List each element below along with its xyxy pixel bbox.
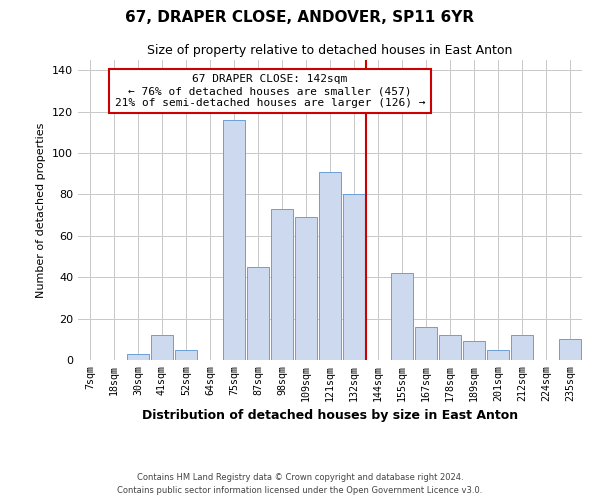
- Text: Contains HM Land Registry data © Crown copyright and database right 2024.
Contai: Contains HM Land Registry data © Crown c…: [118, 474, 482, 495]
- Bar: [247, 267, 269, 360]
- Text: 67 DRAPER CLOSE: 142sqm
← 76% of detached houses are smaller (457)
21% of semi-d: 67 DRAPER CLOSE: 142sqm ← 76% of detache…: [115, 74, 425, 108]
- Title: Size of property relative to detached houses in East Anton: Size of property relative to detached ho…: [148, 44, 512, 58]
- Bar: [175, 350, 197, 360]
- Text: 67, DRAPER CLOSE, ANDOVER, SP11 6YR: 67, DRAPER CLOSE, ANDOVER, SP11 6YR: [125, 10, 475, 25]
- Bar: [391, 273, 413, 360]
- Bar: [487, 350, 509, 360]
- X-axis label: Distribution of detached houses by size in East Anton: Distribution of detached houses by size …: [142, 409, 518, 422]
- Bar: [463, 342, 485, 360]
- Bar: [343, 194, 365, 360]
- Bar: [415, 327, 437, 360]
- Bar: [127, 354, 149, 360]
- Bar: [151, 335, 173, 360]
- Bar: [319, 172, 341, 360]
- Y-axis label: Number of detached properties: Number of detached properties: [37, 122, 46, 298]
- Bar: [511, 335, 533, 360]
- Bar: [439, 335, 461, 360]
- Bar: [271, 209, 293, 360]
- Bar: [223, 120, 245, 360]
- Bar: [295, 217, 317, 360]
- Bar: [559, 340, 581, 360]
